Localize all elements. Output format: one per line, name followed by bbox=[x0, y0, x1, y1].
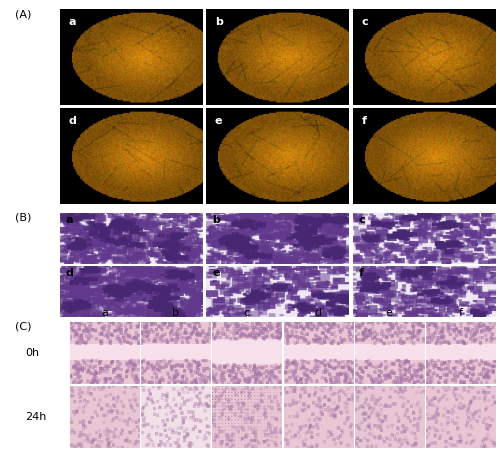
Text: f: f bbox=[362, 116, 366, 126]
Text: e: e bbox=[215, 116, 222, 126]
Text: a: a bbox=[66, 215, 73, 225]
Text: f: f bbox=[458, 308, 462, 318]
Text: c: c bbox=[362, 17, 368, 27]
Text: 0h: 0h bbox=[25, 348, 39, 358]
Text: f: f bbox=[358, 268, 364, 278]
Text: c: c bbox=[358, 215, 365, 225]
Text: b: b bbox=[172, 308, 179, 318]
Text: 24h: 24h bbox=[25, 412, 46, 422]
Text: (B): (B) bbox=[15, 213, 32, 223]
Text: d: d bbox=[314, 308, 322, 318]
Text: b: b bbox=[212, 215, 220, 225]
Text: a: a bbox=[68, 17, 76, 27]
Text: c: c bbox=[244, 308, 250, 318]
Text: (A): (A) bbox=[15, 9, 32, 19]
Text: e: e bbox=[386, 308, 392, 318]
Text: e: e bbox=[212, 268, 220, 278]
Text: d: d bbox=[68, 116, 76, 126]
Text: b: b bbox=[215, 17, 223, 27]
Text: (C): (C) bbox=[15, 322, 32, 332]
Text: d: d bbox=[66, 268, 74, 278]
Text: a: a bbox=[101, 308, 108, 318]
